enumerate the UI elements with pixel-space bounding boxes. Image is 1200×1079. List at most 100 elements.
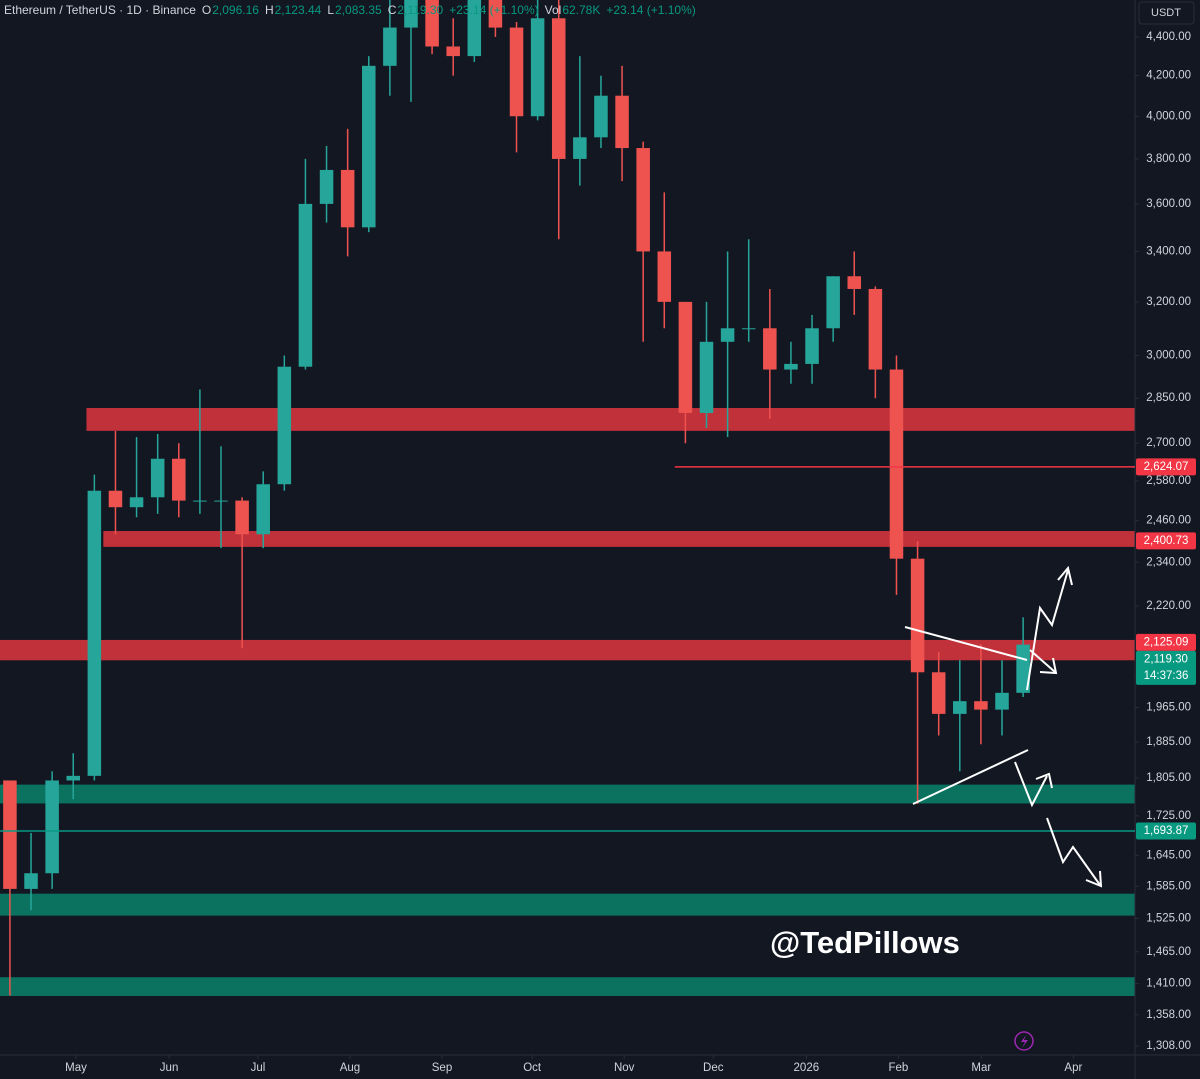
ohlc-value: 2,119.30	[397, 3, 444, 17]
currency-button[interactable]	[1138, 1, 1195, 25]
y-tick-label: 2,220.00	[1146, 600, 1191, 612]
x-tick-label: Oct	[523, 1062, 542, 1074]
candle-body	[636, 148, 650, 252]
y-tick-label: 1,885.00	[1146, 736, 1191, 748]
y-tick-label: 4,200.00	[1146, 70, 1191, 82]
arrow	[1029, 649, 1056, 673]
price-tag	[1136, 650, 1196, 685]
candle-body	[910, 558, 925, 673]
y-tick-label: 3,000.00	[1146, 350, 1191, 362]
price-tag-label: 2,119.30	[1144, 653, 1188, 665]
x-tick-label: 2026	[794, 1062, 820, 1074]
candle-body	[3, 780, 17, 889]
y-tick-label: 1,308.00	[1146, 1040, 1191, 1052]
volume-label: Vol	[544, 3, 562, 17]
y-tick-label: 2,460.00	[1146, 515, 1191, 527]
candle-body	[277, 366, 292, 485]
arrow	[1046, 817, 1101, 886]
y-tick-label: 1,585.00	[1146, 880, 1191, 892]
candle-body	[953, 701, 967, 714]
candle-body	[172, 458, 186, 501]
candle-body	[763, 328, 777, 370]
candle-body	[362, 65, 376, 228]
candle-body	[995, 692, 1009, 710]
candle-body	[108, 490, 123, 508]
zone	[0, 639, 1135, 661]
candle-body	[488, 0, 503, 28]
candle-body	[45, 780, 59, 874]
x-tick-label: May	[65, 1062, 87, 1074]
candle-body	[530, 18, 545, 117]
price-tag-label: 2,125.09	[1144, 636, 1189, 648]
arrow-head	[1057, 565, 1073, 586]
y-tick-label: 2,340.00	[1146, 556, 1191, 568]
icon	[1021, 1035, 1028, 1048]
candle-body	[214, 500, 228, 502]
candle-body	[551, 18, 566, 159]
currency[interactable]: USDT	[1151, 7, 1181, 19]
x-tick-label: Mar	[971, 1062, 991, 1074]
candle-body	[615, 95, 629, 149]
price-tag	[1136, 532, 1196, 550]
y-tick-label: 4,400.00	[1146, 31, 1191, 43]
arrow-head	[1035, 772, 1053, 789]
x-tick-label: Jul	[251, 1062, 266, 1074]
candle-body	[1016, 644, 1030, 693]
y-tick-label: 3,200.00	[1146, 296, 1191, 308]
y-tick-label: 3,800.00	[1146, 153, 1191, 165]
candle-body	[573, 137, 587, 159]
arrow	[1014, 761, 1048, 808]
arrow-head	[1085, 870, 1103, 888]
x-tick-label: Aug	[340, 1062, 360, 1074]
ohlc-value: 2,123.44	[274, 3, 322, 17]
watermark: @TedPillows	[770, 925, 960, 960]
candle-body	[678, 301, 693, 413]
candle-body	[298, 203, 313, 367]
candle-body	[235, 500, 249, 535]
candle-body	[805, 328, 819, 364]
ohlc-label: C	[387, 3, 397, 17]
candle-body	[720, 328, 735, 342]
candle-body	[889, 369, 904, 559]
zone	[103, 531, 1135, 547]
candle-body	[741, 328, 756, 330]
candle-body	[129, 497, 144, 508]
y-tick-label: 4,000.00	[1146, 110, 1191, 122]
candle-body	[24, 873, 38, 889]
y-tick-label: 3,600.00	[1146, 198, 1191, 210]
zone	[0, 977, 1135, 996]
candle-body	[383, 27, 397, 66]
x-tick-label: Jun	[160, 1062, 179, 1074]
candle-body	[467, 0, 482, 57]
y-tick-label: 1,725.00	[1146, 810, 1191, 822]
y-tick-label: 1,805.00	[1146, 772, 1191, 784]
icon	[1014, 1031, 1034, 1051]
header: Ethereum / TetherUS · 1D · Binance O2,09…	[4, 3, 696, 17]
y-tick-label: 1,965.00	[1146, 702, 1191, 714]
y-tick-label: 3,400.00	[1146, 245, 1191, 257]
price-tag-label: 1,693.87	[1144, 825, 1189, 837]
x-tick-label: Nov	[614, 1062, 635, 1074]
candle-body	[974, 701, 988, 710]
trend-line	[904, 626, 1028, 661]
candle-body	[784, 363, 798, 370]
y-tick-label: 1,525.00	[1146, 912, 1191, 924]
ohlc-label: O	[201, 3, 212, 17]
candle-body	[657, 251, 672, 302]
candle-body	[256, 484, 270, 535]
price-tag-label: 2,400.73	[1144, 535, 1189, 547]
price-tag	[1136, 822, 1196, 840]
candle-body	[868, 288, 883, 370]
candle-body	[931, 672, 946, 714]
candle-body	[699, 341, 714, 413]
zone	[86, 407, 1135, 431]
volume: 62.78K	[562, 3, 601, 17]
candle-body	[319, 169, 334, 204]
y-tick-label: 2,580.00	[1146, 475, 1191, 487]
arrow	[1026, 569, 1069, 691]
zone	[0, 893, 1135, 916]
y-tick-label: 2,700.00	[1146, 437, 1191, 449]
price-tag-label: 2,624.07	[1144, 461, 1189, 473]
